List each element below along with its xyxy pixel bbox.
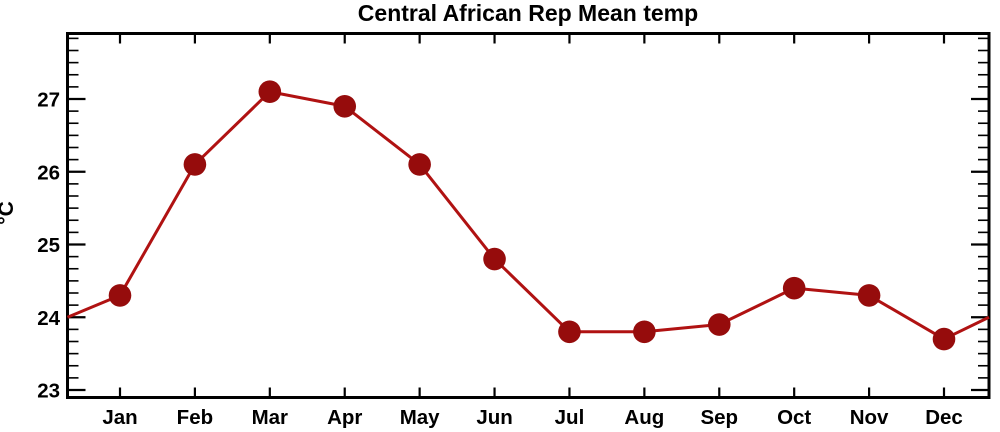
data-point-aug: [633, 320, 656, 344]
x-tick-label: Oct: [777, 406, 811, 429]
temperature-line: [66, 90, 990, 341]
plot-frame: [66, 32, 991, 399]
data-point-mar: [258, 80, 282, 104]
x-tick-label: May: [400, 406, 440, 429]
data-point-jun: [483, 247, 506, 271]
x-tick-label: Dec: [925, 406, 963, 429]
y-tick-label: 25: [37, 234, 60, 257]
data-point-sep: [707, 313, 731, 336]
data-point-may: [408, 153, 431, 176]
y-tick-label: 24: [37, 307, 60, 330]
x-tick-label: Jun: [476, 406, 512, 429]
x-tick-label: Apr: [327, 406, 362, 429]
data-point-dec: [932, 327, 956, 351]
data-point-jan: [108, 284, 132, 307]
tick-labels: 23 24 25 26 27 Jan Feb Mar Apr May Jun Jul Aug Sep Oct…: [37, 89, 963, 430]
x-tick-label: Mar: [252, 406, 288, 429]
x-tick-label: Jan: [102, 406, 137, 429]
data-point-nov: [857, 284, 881, 307]
plot-frame-group: [66, 32, 991, 399]
y-tick-label: 27: [37, 89, 60, 112]
x-tick-label: Feb: [177, 406, 213, 429]
data-point-apr: [333, 94, 357, 118]
data-point-jul: [558, 320, 581, 344]
data-series: [66, 80, 990, 351]
data-point-oct: [782, 276, 806, 300]
x-tick-label: Nov: [850, 406, 889, 429]
y-axis-label: °C: [0, 201, 18, 225]
x-tick-label: Sep: [700, 406, 738, 429]
y-tick-label: 23: [37, 380, 60, 403]
x-tick-label: Jul: [555, 406, 585, 429]
x-tick-label: Aug: [624, 406, 664, 429]
y-tick-label: 26: [37, 161, 60, 184]
chart-title: Central African Rep Mean temp: [358, 0, 698, 26]
axis-ticks: [67, 33, 989, 398]
data-point-feb: [183, 153, 207, 176]
